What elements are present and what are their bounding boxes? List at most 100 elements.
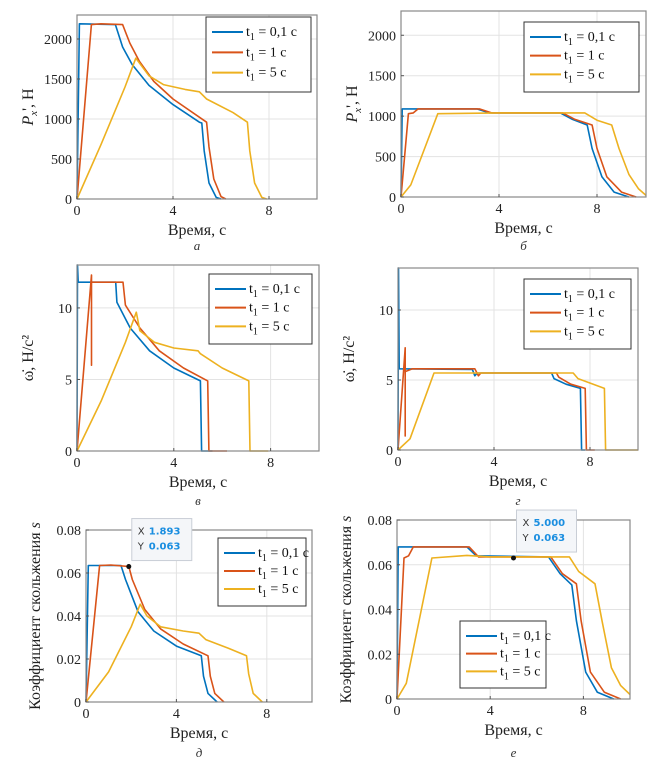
legend-entry-rest: = 0,1 c [509, 629, 551, 644]
legend-entry-sub: 1 [568, 56, 573, 67]
chart-panel-e: 0 4 8 0 0.02 0.04 0.06 0.08 Время, с Коэффициент … [338, 509, 631, 760]
series-line-2 [85, 564, 225, 703]
legend: t1 = 0,1 ct1 = 1 ct1 = 5 c [459, 620, 551, 689]
panel-label: д [196, 745, 203, 760]
x-axis-label: Время, с [169, 474, 227, 491]
x-tick-label: 8 [580, 704, 587, 719]
y-tick-label: 0.04 [368, 604, 393, 619]
legend-entry-rest: = 1 c [267, 564, 299, 579]
y-tick-label: 0.02 [57, 653, 82, 668]
y-tick-label: 5 [386, 374, 393, 389]
legend-entry-main: t [564, 306, 568, 321]
legend-entry-1: t1 = 0,1 c [246, 25, 297, 43]
legend-entry-main: t [500, 647, 504, 662]
series-line-2 [76, 23, 227, 200]
series-line-2 [397, 347, 595, 451]
y-tick-label: 10 [379, 304, 393, 319]
datatip-y-label: Y [137, 542, 145, 553]
legend-entry-3: t1 = 5 c [249, 319, 290, 337]
y-tick-label: 0 [65, 193, 72, 208]
legend-box [523, 278, 632, 350]
datatip-x-value: 5.000 [534, 518, 566, 529]
legend-entry-sub: 1 [568, 74, 573, 85]
legend-entry-sub: 1 [262, 553, 267, 564]
legend-entry-sub: 1 [250, 52, 255, 63]
legend-entry-rest: = 5 c [573, 324, 605, 339]
y-axis-label-unit: Н/с² [20, 335, 37, 367]
series-line-3 [400, 112, 647, 198]
legend-entry-1: t1 = 0,1 c [564, 30, 615, 48]
legend-entry-main: t [249, 282, 253, 297]
y-axis-label-main: Коэффициент скольжения [27, 532, 44, 710]
y-axis-label: ω̇, Н/с² [20, 335, 37, 382]
y-tick-label: 0.06 [368, 559, 393, 574]
legend-entry-sub: 1 [262, 571, 267, 582]
datatip-box [131, 518, 193, 562]
series-line-3 [397, 372, 638, 451]
y-tick-label: 1500 [368, 70, 396, 85]
legend-entry-rest: = 1 c [509, 647, 541, 662]
legend-entry-sub: 1 [262, 589, 267, 600]
datatip-y-label: Y [522, 533, 530, 544]
datatip-marker [511, 555, 516, 561]
legend-entry-rest: = 0,1 c [267, 546, 309, 561]
y-tick-label: 500 [375, 151, 396, 166]
legend-entry-2: t1 = 1 c [564, 306, 605, 324]
panel-label: а [194, 238, 201, 253]
legend-entry-1: t1 = 0,1 c [249, 282, 300, 300]
legend-entry-main: t [564, 49, 568, 64]
panel-label: в [195, 493, 201, 508]
y-tick-label: 0 [65, 445, 72, 460]
legend: t1 = 0,1 ct1 = 1 ct1 = 5 c [205, 16, 312, 93]
datatip: X 1.893 Y 0.063 [126, 518, 193, 570]
legend-box [205, 16, 312, 93]
legend-entry-sub: 1 [568, 294, 573, 305]
series-line-3 [76, 57, 267, 200]
y-tick-label: 500 [51, 153, 72, 168]
x-tick-label: 8 [594, 202, 601, 217]
legend-entry-rest: = 0,1 c [573, 30, 615, 45]
y-tick-label: 0 [74, 696, 81, 711]
x-tick-label: 0 [394, 704, 401, 719]
datatip-marker [126, 564, 132, 570]
y-tick-label: 0.02 [368, 648, 393, 663]
legend-entry-main: t [249, 319, 253, 334]
legend: t1 = 0,1 ct1 = 1 ct1 = 5 c [523, 21, 640, 93]
y-axis-label: Коэффициент скольжения s [338, 516, 355, 704]
legend: t1 = 0,1 ct1 = 1 ct1 = 5 c [217, 537, 309, 607]
legend-entry-1: t1 = 0,1 c [500, 629, 551, 647]
y-axis-label-unit: ', Н [344, 85, 361, 108]
y-tick-label: 0 [386, 444, 393, 459]
legend-entry-main: t [249, 301, 253, 316]
legend-entry-main: t [258, 582, 262, 597]
y-tick-label: 10 [58, 302, 72, 317]
legend-entry-rest: = 1 c [573, 49, 605, 64]
legend-entry-main: t [246, 45, 250, 60]
x-tick-label: 0 [74, 456, 81, 471]
x-axis-label: Время, с [168, 222, 226, 239]
y-tick-label: 0.08 [57, 524, 82, 539]
y-axis-label: ω̇, Н/с² [341, 336, 358, 383]
x-tick-label: 0 [74, 204, 81, 219]
x-tick-label: 0 [83, 707, 90, 722]
y-axis-label-sub: x [352, 108, 364, 114]
legend-box [208, 273, 313, 345]
legend-entry-sub: 1 [250, 32, 255, 43]
x-tick-label: 4 [173, 707, 180, 722]
legend-entry-3: t1 = 5 c [246, 66, 287, 84]
datatip-x-value: 1.893 [149, 527, 181, 538]
y-axis-label-main: ω̇, [341, 368, 358, 383]
x-tick-label: 0 [398, 202, 405, 217]
y-axis-label: Коэффициент скольжения s [27, 522, 44, 710]
datatip-x-label: X [138, 527, 145, 538]
x-tick-label: 8 [587, 455, 594, 470]
series-line-3 [76, 311, 269, 452]
y-tick-label: 1000 [44, 113, 72, 128]
legend-entry-main: t [500, 664, 504, 679]
legend-entry-sub: 1 [250, 73, 255, 84]
x-axis-label: Время, с [494, 220, 552, 237]
